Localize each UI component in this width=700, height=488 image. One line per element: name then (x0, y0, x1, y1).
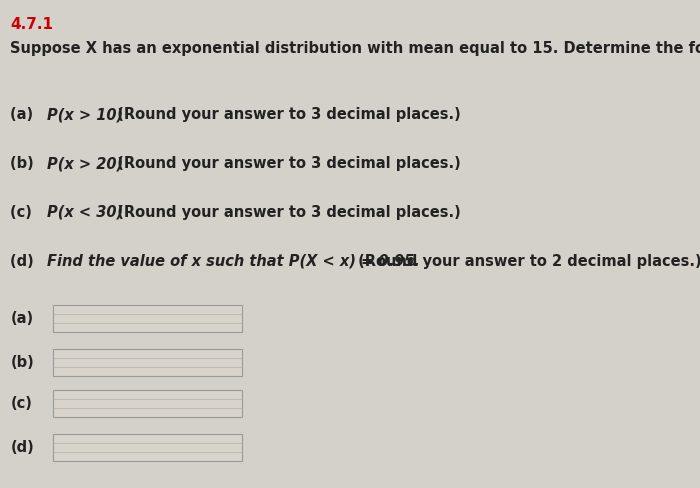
Text: Find the value of x such that P(X < x) = 0.95.: Find the value of x such that P(X < x) =… (47, 254, 419, 269)
Text: (c): (c) (10, 396, 32, 411)
Text: (a): (a) (10, 107, 38, 122)
Text: (c): (c) (10, 205, 38, 220)
Text: (b): (b) (10, 156, 39, 171)
Text: Suppose X has an exponential distribution with mean equal to 15. Determine the f: Suppose X has an exponential distributio… (10, 41, 700, 57)
Text: (Round your answer to 2 decimal places.): (Round your answer to 2 decimal places.) (353, 254, 700, 269)
Bar (53, 305, 242, 332)
Bar (53, 390, 242, 417)
Text: (a): (a) (10, 311, 34, 326)
Text: (d): (d) (10, 440, 34, 455)
Text: (d): (d) (10, 254, 39, 269)
Bar (53, 349, 242, 376)
Text: (Round your answer to 3 decimal places.): (Round your answer to 3 decimal places.) (106, 107, 461, 122)
Text: P(x > 20): P(x > 20) (47, 156, 123, 171)
Text: (Round your answer to 3 decimal places.): (Round your answer to 3 decimal places.) (106, 156, 461, 171)
Text: (Round your answer to 3 decimal places.): (Round your answer to 3 decimal places.) (106, 205, 461, 220)
Bar (53, 434, 242, 461)
Text: P(x < 30): P(x < 30) (47, 205, 123, 220)
Text: 4.7.1: 4.7.1 (10, 17, 53, 32)
Text: (b): (b) (10, 355, 34, 370)
Text: P(x > 10): P(x > 10) (47, 107, 123, 122)
